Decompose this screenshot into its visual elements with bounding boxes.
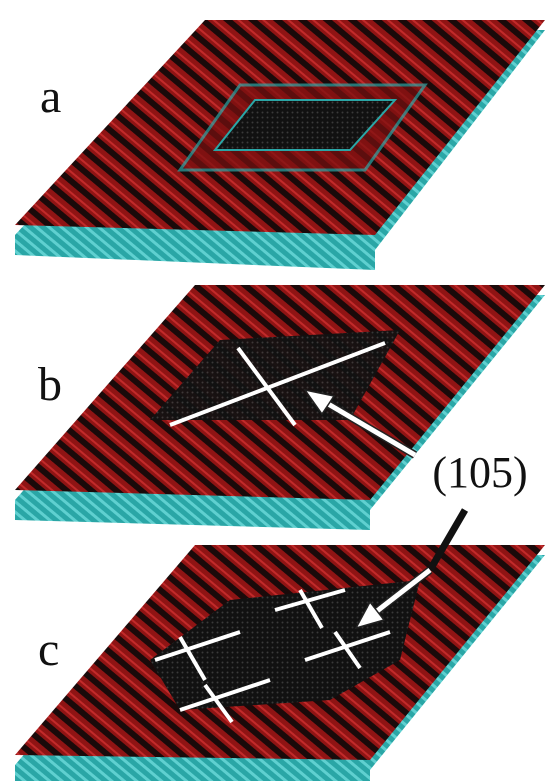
panel-c: c bbox=[15, 545, 545, 781]
annotation: (105) bbox=[432, 448, 527, 497]
panel-label: c bbox=[38, 623, 59, 676]
panel-a: a bbox=[15, 20, 545, 270]
panel-label: a bbox=[40, 70, 61, 123]
panel-label: b bbox=[38, 358, 62, 411]
figure: a b c (105) bbox=[0, 0, 560, 781]
